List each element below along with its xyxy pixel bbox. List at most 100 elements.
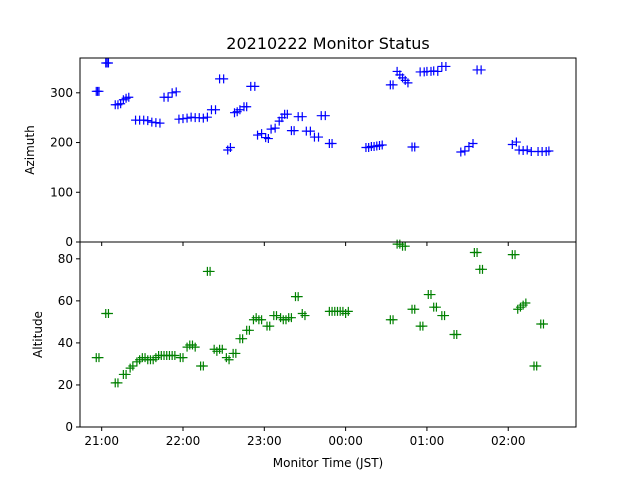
- data-point: [270, 123, 280, 133]
- data-point: [377, 140, 387, 150]
- y-tick-label: 100: [50, 185, 73, 199]
- data-point: [94, 353, 104, 363]
- y-tick-label: 20: [58, 378, 73, 392]
- data-point: [250, 81, 260, 91]
- data-point: [124, 92, 134, 102]
- data-point: [521, 298, 531, 308]
- data-point: [253, 130, 263, 140]
- altitude-x-ticks: 21:00 22:00 23:00 00:00 01:00 02:00: [84, 427, 526, 448]
- data-point: [257, 129, 267, 139]
- data-point: [297, 112, 307, 122]
- data-point: [314, 132, 324, 142]
- azimuth-markers: [91, 58, 554, 157]
- y-tick-label: 0: [65, 420, 73, 434]
- data-point: [426, 290, 436, 300]
- data-point: [121, 369, 131, 379]
- x-tick-label: 22:00: [166, 434, 201, 448]
- data-point: [327, 139, 337, 149]
- data-point: [231, 348, 241, 358]
- azimuth-y-axis-label: Azimuth: [23, 125, 37, 174]
- x-tick-label: 21:00: [84, 434, 119, 448]
- data-point: [300, 311, 310, 321]
- data-point: [431, 302, 441, 312]
- data-point: [282, 109, 292, 119]
- data-point: [198, 361, 208, 371]
- data-point: [217, 344, 227, 354]
- data-point: [257, 315, 267, 325]
- data-point: [170, 351, 180, 361]
- data-point: [244, 325, 254, 335]
- data-point: [190, 342, 200, 352]
- data-point: [219, 74, 229, 84]
- data-point: [452, 330, 462, 339]
- chart-title: 20210222 Monitor Status: [226, 34, 429, 53]
- x-tick-label: 01:00: [410, 434, 445, 448]
- data-point: [272, 311, 282, 321]
- data-point: [418, 321, 428, 331]
- data-point: [211, 105, 221, 115]
- data-point: [532, 361, 542, 371]
- data-point: [511, 137, 521, 147]
- data-point: [94, 86, 104, 96]
- data-point: [113, 378, 123, 388]
- y-tick-label: 0: [65, 235, 73, 249]
- data-point: [410, 142, 420, 152]
- data-point: [510, 250, 520, 260]
- altitude-markers: [91, 239, 548, 388]
- data-point: [522, 145, 532, 155]
- data-point: [320, 111, 330, 121]
- data-point: [305, 126, 315, 136]
- data-point: [410, 304, 420, 314]
- data-point: [388, 315, 398, 325]
- altitude-y-ticks: 0 20 40 60 80: [58, 252, 80, 434]
- azimuth-y-ticks: 0 100 200 300: [50, 86, 80, 249]
- data-point: [265, 321, 275, 331]
- data-point: [128, 361, 138, 371]
- data-point: [468, 139, 478, 149]
- data-point: [182, 113, 192, 123]
- data-point: [538, 319, 548, 329]
- x-axis-label: Monitor Time (JST): [273, 456, 383, 470]
- data-point: [224, 355, 234, 365]
- data-point: [103, 58, 113, 68]
- data-point: [263, 134, 273, 144]
- y-tick-label: 40: [58, 336, 73, 350]
- altitude-panel: 0 20 40 60 80 21:00 22:00 23:00 00:00 01:00 02:00…: [31, 239, 577, 448]
- data-point: [456, 147, 466, 157]
- data-point: [286, 313, 296, 323]
- x-tick-label: 02:00: [491, 434, 526, 448]
- azimuth-x-ticks: [101, 242, 509, 246]
- data-point: [171, 87, 181, 97]
- data-point: [472, 248, 482, 258]
- data-point: [178, 353, 188, 363]
- data-point: [460, 146, 470, 156]
- data-point: [202, 112, 212, 122]
- azimuth-panel: 0 100 200 300 Azimuth: [23, 57, 577, 249]
- x-tick-label: 00:00: [328, 434, 363, 448]
- y-tick-label: 80: [58, 252, 73, 266]
- y-tick-label: 60: [58, 294, 73, 308]
- data-point: [440, 311, 450, 321]
- data-point: [167, 88, 177, 98]
- data-point: [163, 92, 173, 102]
- data-point: [507, 140, 517, 150]
- data-point: [103, 308, 113, 318]
- data-point: [143, 116, 153, 126]
- data-point: [388, 80, 398, 90]
- data-point: [198, 113, 208, 123]
- azimuth-axes-frame: [79, 57, 577, 243]
- data-point: [242, 102, 252, 112]
- altitude-y-axis-label: Altitude: [31, 311, 45, 358]
- altitude-axes-frame: [79, 241, 577, 428]
- data-point: [433, 66, 443, 76]
- data-point: [477, 264, 487, 274]
- y-tick-label: 300: [50, 86, 73, 100]
- data-point: [155, 118, 165, 128]
- data-point: [266, 124, 276, 134]
- data-point: [205, 266, 215, 276]
- x-tick-label: 23:00: [247, 434, 282, 448]
- data-point: [441, 61, 451, 71]
- data-point: [293, 292, 303, 302]
- data-point: [343, 306, 353, 316]
